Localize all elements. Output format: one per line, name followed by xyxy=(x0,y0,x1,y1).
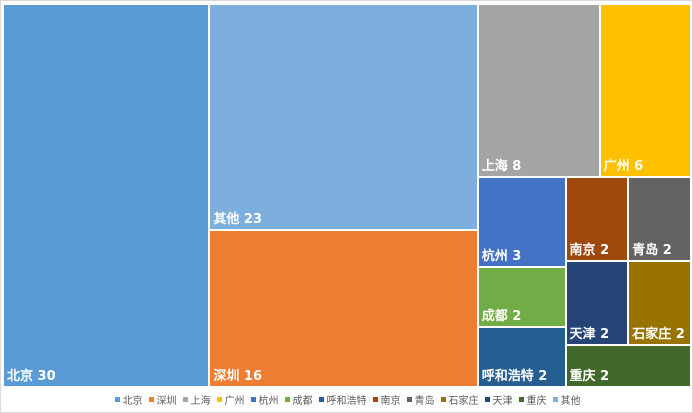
legend-label: 深圳 xyxy=(156,395,177,407)
legend-label: 南京 xyxy=(380,395,401,407)
legend-label: 呼和浩特 xyxy=(326,395,367,407)
treemap-tile: 成都 2 xyxy=(477,266,566,327)
treemap-tile: 上海 8 xyxy=(477,4,600,177)
legend-label: 青岛 xyxy=(414,395,435,407)
legend-label: 成都 xyxy=(292,395,313,407)
treemap-tile: 广州 6 xyxy=(599,4,691,177)
tile-category-name: 石家庄 xyxy=(632,326,672,342)
legend-swatch xyxy=(148,396,154,402)
treemap-tile: 深圳 16 xyxy=(209,229,478,387)
legend-label: 广州 xyxy=(224,395,245,407)
treemap-tile-label: 呼和浩特 2 xyxy=(482,370,548,383)
treemap-tile-label: 杭州 3 xyxy=(482,250,522,263)
tile-value: 2 xyxy=(533,368,548,384)
legend-swatch xyxy=(406,396,412,402)
treemap-tile-label: 石家庄 2 xyxy=(632,328,685,341)
treemap-tile-label: 北京 30 xyxy=(7,370,56,383)
treemap-tile-label: 广州 6 xyxy=(604,160,644,173)
treemap-tile: 天津 2 xyxy=(565,260,629,345)
legend-label: 上海 xyxy=(190,395,211,407)
tile-value: 2 xyxy=(595,368,610,384)
treemap-tile-label: 成都 2 xyxy=(482,310,522,323)
legend-swatch xyxy=(284,396,290,402)
legend-item: 石家庄 xyxy=(440,392,479,407)
tile-category-name: 上海 xyxy=(481,158,508,174)
treemap-tile: 重庆 2 xyxy=(565,344,691,387)
treemap-tile: 其他 23 xyxy=(209,4,478,230)
tile-value: 16 xyxy=(239,368,263,384)
legend-label: 杭州 xyxy=(258,395,279,407)
treemap-tile-label: 南京 2 xyxy=(570,244,610,257)
treemap-tile: 呼和浩特 2 xyxy=(477,326,566,387)
tile-category-name: 青岛 xyxy=(632,242,659,258)
treemap-tile-label: 天津 2 xyxy=(570,328,610,341)
legend-label: 天津 xyxy=(492,395,513,407)
tile-value: 2 xyxy=(507,308,522,324)
legend-swatch xyxy=(318,396,324,402)
tile-category-name: 重庆 xyxy=(569,368,596,384)
legend-item: 天津 xyxy=(484,392,513,407)
tile-category-name: 广州 xyxy=(603,158,630,174)
tile-value: 2 xyxy=(658,242,672,258)
tile-category-name: 其他 xyxy=(213,211,240,227)
treemap-tile-label: 其他 23 xyxy=(213,213,262,226)
legend-swatch xyxy=(216,396,222,402)
legend-label: 重庆 xyxy=(526,395,547,407)
treemap-tile-label: 重庆 2 xyxy=(570,370,610,383)
legend-swatch xyxy=(182,396,188,402)
tile-value: 3 xyxy=(507,248,522,264)
legend-item: 南京 xyxy=(372,392,401,407)
tile-value: 2 xyxy=(595,242,610,258)
tile-value: 2 xyxy=(595,326,610,342)
legend-item: 其他 xyxy=(552,392,581,407)
legend-swatch xyxy=(484,396,490,402)
legend-swatch xyxy=(114,396,120,402)
tile-category-name: 北京 xyxy=(7,369,34,384)
treemap-tile: 石家庄 2 xyxy=(628,260,691,345)
legend-label: 石家庄 xyxy=(448,395,479,407)
legend-item: 广州 xyxy=(216,392,245,407)
tile-value: 2 xyxy=(671,326,685,342)
tile-value: 30 xyxy=(33,369,56,384)
tile-category-name: 呼和浩特 xyxy=(481,368,534,384)
tile-category-name: 天津 xyxy=(569,326,596,342)
chart-legend: 北京 深圳 上海 广州 杭州 成都 呼和浩特 南京 青岛 石家庄 天津 重庆 其他 xyxy=(1,391,693,407)
tile-value: 23 xyxy=(239,211,263,227)
tile-value: 8 xyxy=(507,158,522,174)
treemap-tile-label: 青岛 2 xyxy=(632,244,672,257)
treemap-tile-label: 深圳 16 xyxy=(213,370,262,383)
legend-item: 青岛 xyxy=(406,392,435,407)
legend-swatch xyxy=(552,396,558,402)
legend-swatch xyxy=(250,396,256,402)
legend-swatch xyxy=(372,396,378,402)
tile-category-name: 南京 xyxy=(569,242,596,258)
legend-item: 呼和浩特 xyxy=(318,392,367,407)
treemap-tile: 北京 30 xyxy=(3,4,210,387)
legend-swatch xyxy=(440,396,446,402)
legend-item: 重庆 xyxy=(518,392,547,407)
legend-item: 深圳 xyxy=(148,392,177,407)
tile-value: 6 xyxy=(629,158,644,174)
treemap-tile: 南京 2 xyxy=(565,176,629,261)
tile-category-name: 成都 xyxy=(481,308,508,324)
treemap-tile: 杭州 3 xyxy=(477,176,566,267)
treemap-tile: 青岛 2 xyxy=(628,176,691,261)
tile-category-name: 杭州 xyxy=(481,248,508,264)
legend-item: 成都 xyxy=(284,392,313,407)
legend-item: 上海 xyxy=(182,392,211,407)
treemap-plot-area: 北京 30 其他 23 深圳 16 上海 8 广州 6 杭州 3 成都 2 呼和浩特 2 南京 … xyxy=(3,4,691,387)
legend-label: 北京 xyxy=(122,395,143,407)
legend-swatch xyxy=(518,396,524,402)
treemap-tile-label: 上海 8 xyxy=(482,160,522,173)
legend-item: 北京 xyxy=(114,392,143,407)
legend-item: 杭州 xyxy=(250,392,279,407)
legend-label: 其他 xyxy=(560,395,581,407)
tile-category-name: 深圳 xyxy=(213,368,240,384)
